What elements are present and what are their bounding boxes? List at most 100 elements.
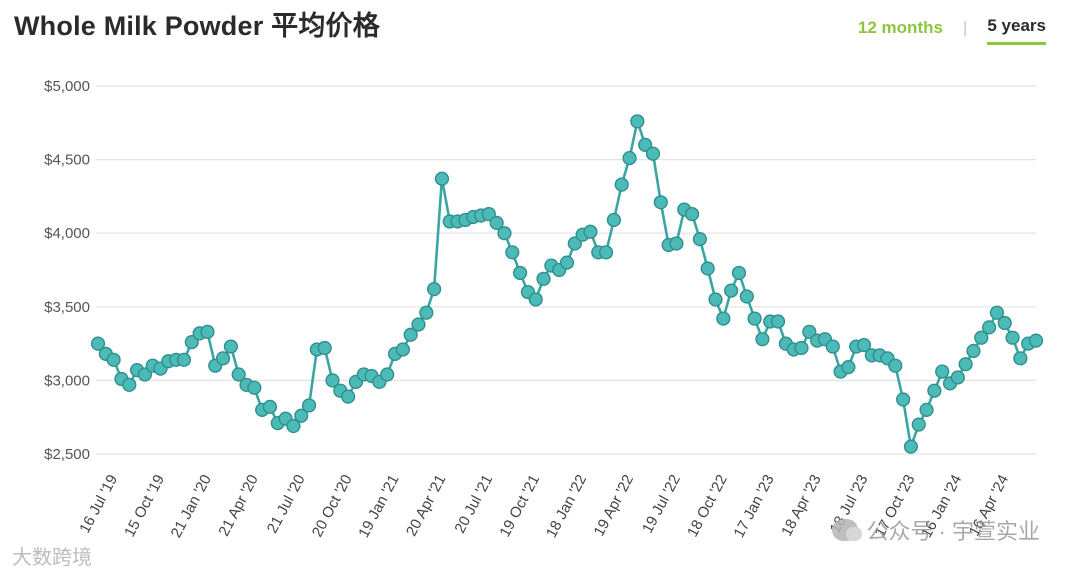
data-point[interactable] (286, 418, 301, 434)
data-point[interactable] (747, 311, 762, 326)
y-tick-label: $3,000 (44, 372, 90, 389)
y-tick-label: $2,500 (44, 446, 90, 463)
data-point[interactable] (301, 398, 317, 413)
grid-lines (96, 85, 1036, 455)
data-point[interactable] (317, 340, 332, 356)
data-point[interactable] (974, 330, 989, 345)
data-point[interactable] (106, 352, 121, 367)
data-point[interactable] (724, 283, 739, 298)
data-point[interactable] (935, 364, 950, 379)
tab-5-years[interactable]: 5 years (987, 16, 1046, 45)
data-point[interactable] (247, 380, 262, 395)
x-tick-label: 19 Jul '22 (639, 472, 684, 536)
data-point[interactable] (989, 305, 1005, 320)
data-point[interactable] (137, 367, 153, 382)
data-point[interactable] (481, 206, 496, 222)
data-point[interactable] (911, 417, 926, 432)
data-point[interactable] (645, 146, 661, 161)
data-point[interactable] (630, 114, 645, 129)
data-point[interactable] (567, 236, 582, 251)
data-point[interactable] (583, 224, 598, 239)
watermark-right-text: 公众号 · 宇萱实业 (866, 519, 1040, 544)
data-point[interactable] (669, 236, 684, 251)
data-point[interactable] (856, 337, 872, 353)
y-tick-label: $3,500 (44, 299, 90, 316)
data-point[interactable] (716, 311, 731, 326)
data-point[interactable] (419, 305, 434, 320)
data-point[interactable] (528, 292, 543, 307)
data-point[interactable] (1005, 330, 1020, 345)
data-point[interactable] (598, 245, 614, 260)
data-point[interactable] (427, 282, 442, 297)
data-point[interactable] (638, 137, 653, 152)
x-tick-label: 18 Apr '23 (778, 472, 825, 539)
data-point[interactable] (497, 226, 512, 241)
data-point[interactable] (380, 367, 395, 382)
data-point[interactable] (692, 231, 707, 247)
data-point[interactable] (770, 314, 786, 329)
data-point[interactable] (888, 358, 903, 373)
data-point[interactable] (755, 332, 770, 347)
data-point[interactable] (981, 320, 997, 335)
data-point[interactable] (614, 177, 629, 192)
data-point[interactable] (966, 343, 981, 359)
data-point[interactable] (512, 265, 528, 281)
data-point[interactable] (559, 255, 575, 270)
data-point[interactable] (231, 367, 246, 382)
data-point[interactable] (411, 317, 426, 332)
data-point[interactable] (794, 340, 809, 356)
data-point[interactable] (505, 245, 520, 260)
data-point[interactable] (434, 171, 450, 186)
x-tick-label: 18 Jan '22 (543, 472, 590, 541)
data-point[interactable] (919, 402, 934, 417)
data-point[interactable] (997, 315, 1012, 331)
data-point[interactable] (176, 352, 192, 367)
data-point[interactable] (223, 339, 238, 354)
data-point[interactable] (1013, 351, 1028, 366)
data-point[interactable] (731, 265, 747, 281)
data-point[interactable] (1028, 333, 1044, 348)
data-point[interactable] (395, 342, 410, 357)
data-point[interactable] (708, 292, 723, 307)
wechat-icon (832, 519, 863, 541)
data-point[interactable] (325, 373, 340, 388)
y-tick-label: $5,000 (44, 78, 90, 95)
data-point[interactable] (215, 351, 231, 366)
x-tick-label: 20 Jul '21 (451, 472, 496, 536)
data-point[interactable] (90, 336, 106, 351)
data-point[interactable] (684, 206, 700, 222)
range-tabs: 12 months | 5 years (858, 16, 1046, 45)
data-point[interactable] (903, 439, 919, 454)
data-point[interactable] (122, 377, 137, 392)
x-tick-label: 21 Jul '20 (264, 472, 309, 536)
data-point[interactable] (896, 392, 911, 407)
data-point[interactable] (700, 261, 715, 276)
y-axis-ticks: $2,500 $3,000 $3,500 $4,000 $4,500 $5,000 (44, 78, 90, 463)
page-title: Whole Milk Powder 平均价格 (14, 11, 380, 41)
x-tick-label: 21 Apr '20 (215, 472, 262, 539)
y-tick-label: $4,500 (44, 152, 90, 169)
data-point[interactable] (802, 324, 817, 339)
data-point[interactable] (606, 212, 622, 228)
data-point[interactable] (184, 335, 199, 350)
x-tick-label: 17 Jan '23 (730, 472, 777, 541)
data-point[interactable] (294, 408, 309, 423)
data-point[interactable] (622, 151, 637, 166)
data-point[interactable] (262, 399, 278, 414)
data-point[interactable] (653, 195, 668, 210)
data-point[interactable] (950, 370, 965, 385)
x-tick-label: 20 Apr '21 (403, 472, 450, 539)
data-point[interactable] (927, 383, 942, 398)
data-point[interactable] (489, 215, 504, 230)
data-point[interactable] (536, 271, 551, 286)
data-point[interactable] (200, 324, 215, 339)
x-tick-label: 16 Jul '19 (76, 472, 121, 536)
data-point[interactable] (739, 289, 754, 304)
data-point[interactable] (825, 339, 840, 354)
data-point[interactable] (958, 357, 973, 372)
tab-12-months[interactable]: 12 months (857, 17, 943, 37)
data-point[interactable] (403, 327, 418, 342)
data-point[interactable] (341, 389, 356, 404)
data-point[interactable] (841, 360, 856, 375)
